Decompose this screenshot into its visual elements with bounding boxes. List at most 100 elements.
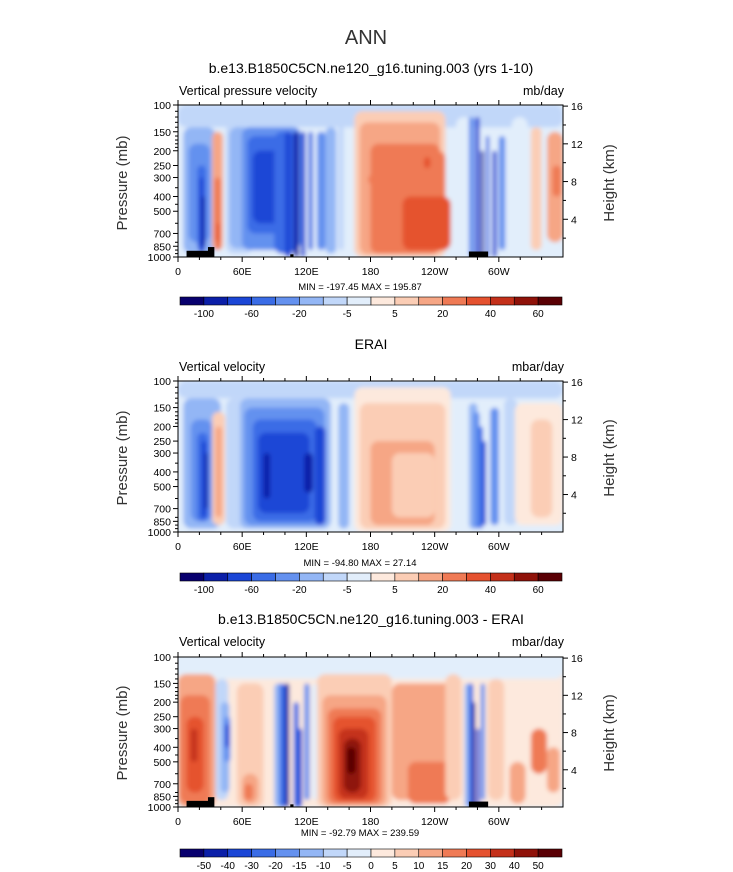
field-region [178, 657, 563, 679]
y-tick-label: 150 [153, 678, 171, 690]
panel-3-y2label: Height (km) [601, 694, 618, 772]
y2-tick-label: 8 [571, 177, 577, 189]
panel-3-title: b.e13.B1850C5CN.ne120_g16.tuning.003 - E… [218, 611, 524, 627]
field-region [486, 136, 490, 257]
x-tick-label: 120W [421, 541, 449, 553]
field-region [468, 117, 475, 257]
topography [207, 797, 215, 807]
panel-2-ylabel: Pressure (mb) [114, 410, 131, 505]
x-tick-label: 180 [362, 266, 380, 278]
y-tick-label: 100 [153, 652, 171, 664]
x-tick-label: 60E [233, 266, 252, 278]
y2-tick-label: 8 [571, 452, 577, 464]
colorbar-label: -60 [244, 309, 259, 320]
panel-3-ylabel: Pressure (mb) [114, 685, 131, 780]
field-region [297, 728, 303, 807]
field-region [490, 407, 499, 526]
y-tick-label: 700 [153, 504, 171, 516]
colorbar-label: -15 [292, 861, 307, 872]
y-tick-label: 500 [153, 757, 171, 769]
y-tick-label: 300 [153, 173, 171, 185]
y-tick-label: 300 [153, 448, 171, 460]
y-tick-label: 150 [153, 127, 171, 139]
colorbar-label: -5 [343, 585, 352, 596]
colorbar-swatch [490, 296, 515, 306]
field-region [478, 426, 483, 529]
field-region [472, 702, 476, 807]
field-region [308, 131, 313, 251]
colorbar-swatch [299, 572, 324, 582]
y-tick-label: 250 [153, 160, 171, 172]
colorbar-label: 20 [437, 309, 449, 320]
colorbar-swatch [251, 296, 276, 306]
colorbar-label: -30 [244, 861, 259, 872]
y-tick-label: 300 [153, 724, 171, 736]
colorbar-swatch [251, 848, 276, 858]
field-region [244, 783, 253, 801]
colorbar-label: -5 [343, 861, 352, 872]
colorbar-swatch [346, 296, 372, 306]
x-tick-label: 120W [421, 266, 449, 278]
y-tick-label: 200 [153, 697, 171, 709]
colorbar-swatch [394, 848, 420, 858]
colorbar-swatch [490, 572, 515, 582]
colorbar-label: 10 [413, 861, 425, 872]
panel-2-y2label: Height (km) [601, 419, 618, 497]
y2-tick-label: 12 [571, 415, 583, 427]
colorbar-swatch [275, 296, 300, 306]
colorbar-swatch [513, 848, 539, 858]
colorbar-swatch [370, 296, 396, 306]
colorbar-swatch [442, 848, 467, 858]
field-region [346, 747, 356, 774]
colorbar-label: 5 [392, 861, 398, 872]
colorbar-swatch [394, 296, 420, 306]
topography [186, 250, 214, 257]
figure-title: ANN [345, 27, 387, 49]
colorbar-swatch [537, 296, 563, 306]
y-tick-label: 500 [153, 206, 171, 218]
y-tick-label: 400 [153, 192, 171, 204]
colorbar-label: -5 [343, 309, 352, 320]
colorbar-swatch [322, 296, 348, 306]
field-region [391, 453, 435, 518]
panel-1-ylabel: Pressure (mb) [114, 135, 131, 230]
colorbar-label: -50 [197, 861, 212, 872]
panel-1-units: mb/day [523, 84, 565, 98]
field-region [325, 127, 337, 254]
field-region [530, 419, 553, 518]
field-region [530, 728, 547, 774]
y2-tick-label: 16 [571, 101, 583, 113]
field-region [498, 136, 506, 251]
y2-tick-label: 8 [571, 728, 577, 740]
y2-tick-label: 12 [571, 139, 583, 151]
colorbar-swatch [322, 572, 348, 582]
field-region [293, 131, 299, 257]
field-region [304, 453, 313, 493]
colorbar-swatch [418, 848, 443, 858]
field-region [456, 117, 473, 251]
colorbar-label: -40 [221, 861, 236, 872]
colorbar-swatch [179, 572, 205, 582]
panel-2: ERAI Vertical velocity mbar/day 100 150 20… [114, 336, 618, 596]
panel-1-minmax: MIN = -197.45 MAX = 195.87 [298, 282, 422, 293]
y-tick-label: 700 [153, 228, 171, 240]
panel-2-minmax: MIN = -94.80 MAX = 27.14 [303, 558, 416, 569]
topography [186, 800, 214, 807]
y2-tick-label: 16 [571, 653, 583, 665]
x-tick-label: 120E [294, 541, 319, 553]
y-tick-label: 150 [153, 403, 171, 415]
colorbar-swatch [537, 572, 563, 582]
x-tick-label: 60E [233, 816, 252, 828]
field-region [482, 441, 486, 526]
colorbar-swatch [227, 296, 252, 306]
field-region [480, 150, 484, 257]
colorbar-swatch [466, 572, 491, 582]
y-tick-label: 100 [153, 100, 171, 112]
colorbar-label: 20 [461, 861, 473, 872]
colorbar-swatch [179, 848, 205, 858]
colorbar-label: -100 [194, 309, 214, 320]
field-region [201, 196, 205, 247]
colorbar-label: 20 [437, 585, 449, 596]
panel-1-field [178, 105, 563, 257]
